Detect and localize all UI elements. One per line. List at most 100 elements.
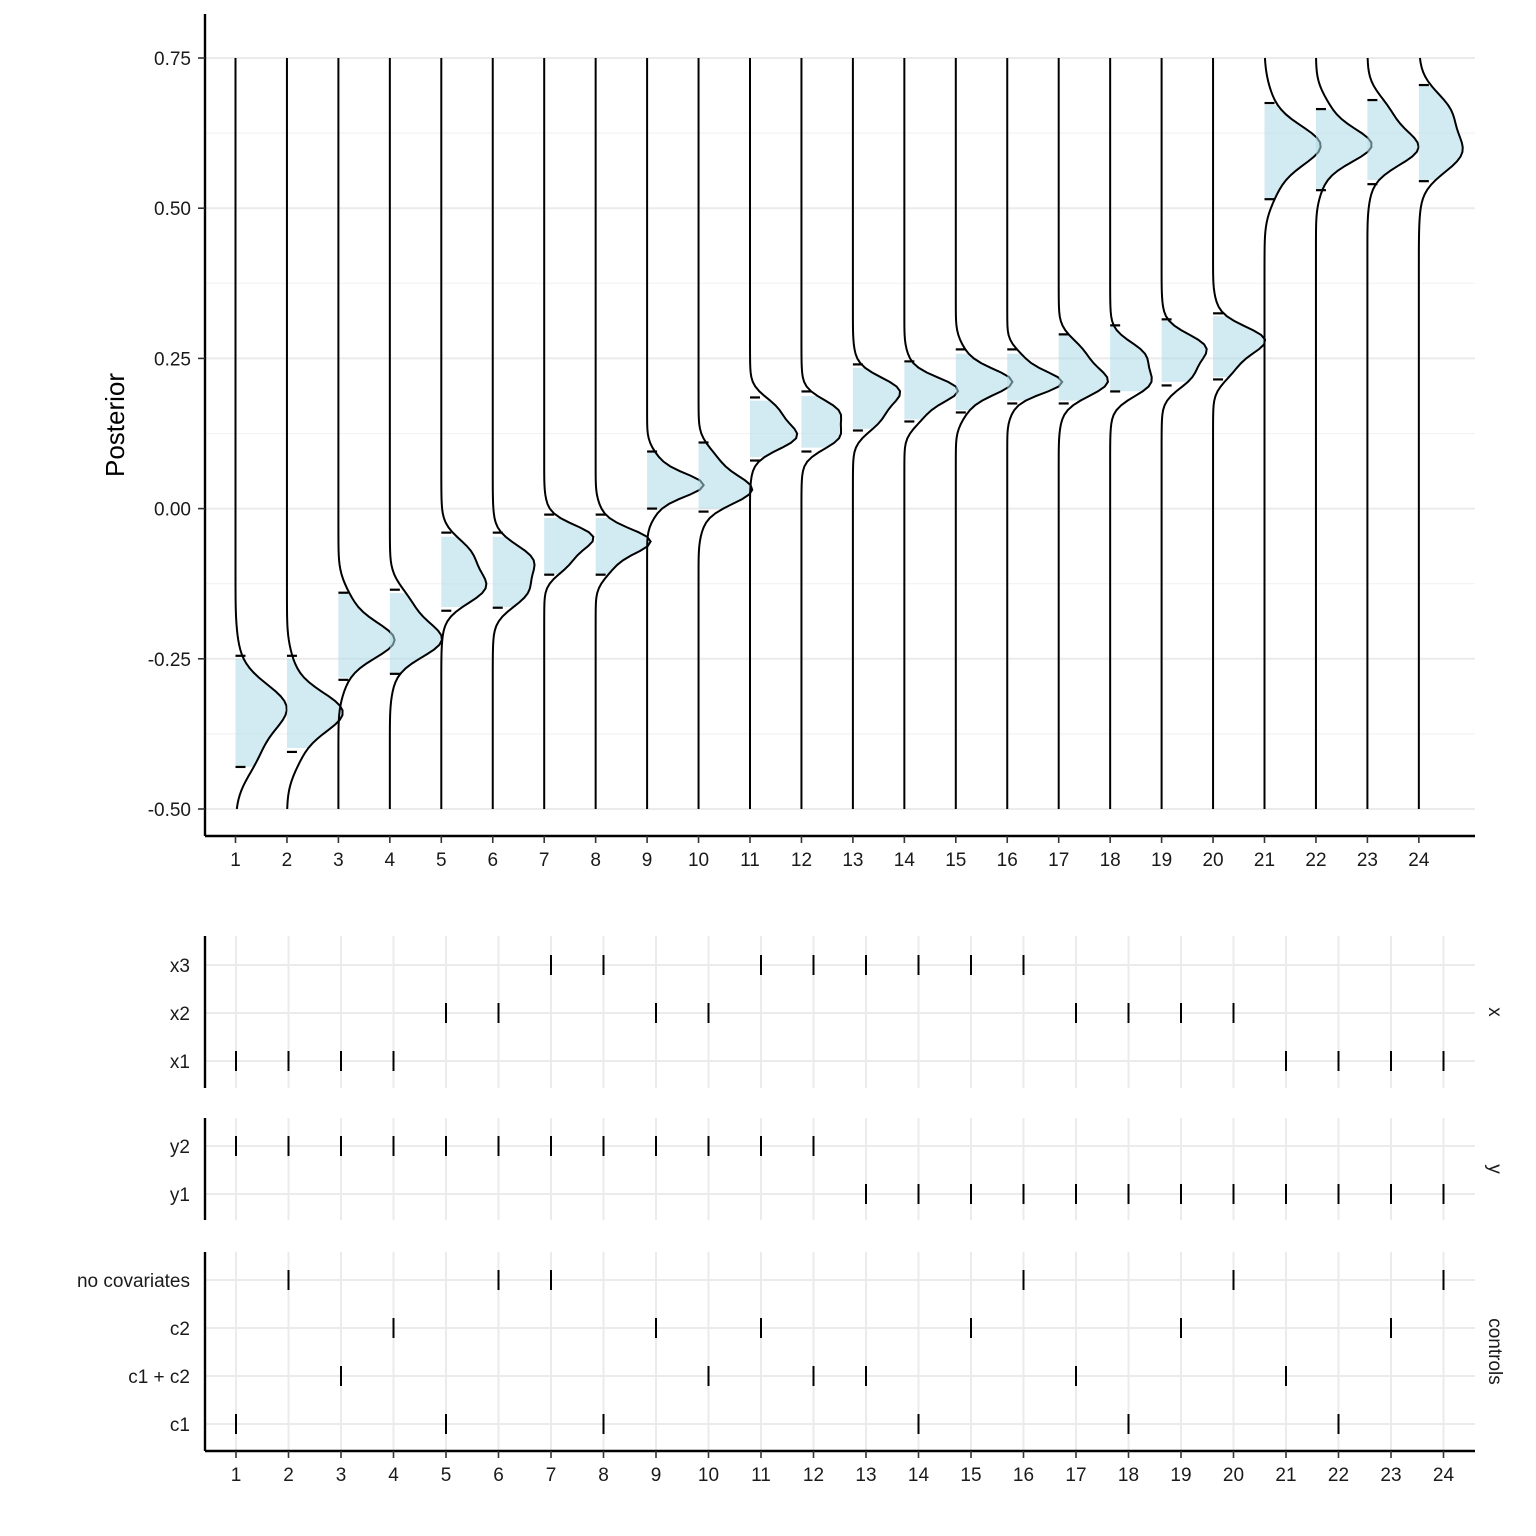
x-tick-label: 2: [282, 850, 293, 871]
y-tick-label: 0.00: [154, 500, 191, 521]
posterior-distribution-4: [388, 58, 443, 809]
x-tick-label: 13: [842, 850, 863, 871]
density-curve: [954, 58, 1014, 809]
x-tick-label: 24: [1408, 850, 1430, 871]
density-curve: [440, 58, 488, 809]
x-tick-label: 5: [436, 850, 447, 871]
density-curve: [1160, 58, 1208, 809]
x-tick-label: 23: [1357, 850, 1378, 871]
x-tick-label: 12: [803, 1465, 824, 1486]
row-label: no covariates: [77, 1271, 190, 1292]
x-tick-label: 7: [546, 1465, 557, 1486]
x-tick-label: 8: [598, 1465, 609, 1486]
row-label: c1: [170, 1415, 190, 1436]
y-tick-label: 0.50: [154, 199, 191, 220]
x-tick-label: 6: [493, 1465, 504, 1486]
row-label: x3: [170, 956, 190, 977]
credible-interval-fill: [492, 536, 535, 608]
facet-strip-label: controls: [1484, 1318, 1505, 1385]
credible-interval-fill: [698, 442, 753, 509]
x-tick-label: 8: [590, 850, 601, 871]
posterior-distribution-10: [697, 58, 754, 809]
x-tick-label: 17: [1065, 1465, 1086, 1486]
x-tick-label: 19: [1170, 1465, 1191, 1486]
x-tick-label: 2: [283, 1465, 294, 1486]
x-tick-label: 15: [960, 1465, 981, 1486]
posterior-distribution-15: [954, 58, 1014, 809]
credible-interval-fill: [441, 536, 487, 608]
facet-strip-label: y: [1484, 1164, 1505, 1174]
facet-strip-label: x: [1484, 1007, 1505, 1017]
credible-interval-fill: [904, 363, 959, 420]
posterior-distribution-7: [543, 58, 595, 809]
x-tick-label: 20: [1202, 850, 1223, 871]
credible-interval-fill: [544, 517, 594, 575]
x-tick-label: 10: [688, 850, 709, 871]
x-tick-label: 9: [651, 1465, 662, 1486]
density-curve: [1417, 57, 1464, 809]
density-curve: [851, 58, 902, 809]
density-curve: [337, 58, 396, 809]
y-tick-label: 0.25: [154, 349, 191, 370]
density-curve: [749, 58, 799, 809]
credible-interval-fill: [286, 658, 343, 748]
x-tick-label: 6: [487, 850, 498, 871]
credible-interval-fill: [1058, 334, 1108, 401]
posterior-distribution-8: [594, 58, 652, 809]
x-tick-label: 11: [740, 850, 760, 871]
y-tick-label: -0.50: [148, 800, 191, 821]
x-tick-label: 17: [1048, 850, 1069, 871]
posterior-distribution-3: [337, 58, 396, 809]
x-tick-label: 4: [388, 1465, 399, 1486]
x-tick-label: 14: [908, 1465, 930, 1486]
indicator-panel-y: y2 y1 y: [170, 1118, 1505, 1220]
x-tick-label: 22: [1328, 1465, 1349, 1486]
x-tick-label: 7: [539, 850, 550, 871]
posterior-distribution-21: [1263, 57, 1322, 809]
x-tick-label: 16: [997, 850, 1018, 871]
posterior-distribution-5: [440, 58, 488, 809]
credible-interval-fill: [1161, 320, 1207, 382]
posterior-distribution-22: [1314, 57, 1373, 809]
posterior-distribution-16: [1006, 58, 1064, 809]
credible-interval-fill: [852, 367, 901, 429]
x-tick-label: 3: [333, 850, 344, 871]
density-curve: [1109, 58, 1153, 809]
x-tick-label: 21: [1254, 850, 1275, 871]
posterior-distribution-2: [285, 58, 344, 810]
x-tick-label: 23: [1380, 1465, 1401, 1486]
credible-interval-fill: [235, 658, 287, 767]
x-tick-label: 11: [751, 1465, 771, 1486]
posterior-distribution-13: [851, 58, 902, 809]
y-tick-label: 0.75: [154, 49, 191, 70]
credible-interval-fill: [1110, 325, 1152, 392]
x-tick-label: 4: [385, 850, 396, 871]
density-curve: [800, 58, 843, 809]
x-tick-label: 16: [1013, 1465, 1034, 1486]
indicator-panel-x: x3 x2 x1 x: [170, 936, 1505, 1088]
row-label: x1: [170, 1052, 190, 1073]
posterior-distribution-1: [234, 58, 288, 810]
credible-interval-fill: [1007, 353, 1063, 401]
x-tick-label: 22: [1305, 850, 1326, 871]
x-tick-label: 14: [894, 850, 916, 871]
x-tick-label: 1: [231, 1465, 242, 1486]
x-tick-label: 18: [1118, 1465, 1139, 1486]
posterior-distribution-23: [1366, 57, 1420, 809]
density-curve: [903, 58, 960, 809]
density-curve: [1314, 57, 1373, 809]
indicator-panels: x3 x2 x1 x y2 y1 y no covariates c2 c1 + c2 c1 cont…: [77, 936, 1505, 1486]
density-curve: [285, 58, 344, 810]
density-curve: [697, 58, 754, 809]
x-tick-label: 13: [855, 1465, 876, 1486]
posterior-distribution-14: [903, 58, 960, 809]
row-label: y1: [170, 1185, 190, 1206]
x-tick-label: 5: [441, 1465, 452, 1486]
x-tick-label: 21: [1275, 1465, 1296, 1486]
x-tick-label: 18: [1100, 850, 1121, 871]
posterior-distribution-18: [1109, 58, 1153, 809]
posterior-distribution-11: [749, 58, 799, 809]
x-tick-label: 9: [642, 850, 653, 871]
posterior-axes: -0.50-0.250.000.250.500.751 2 3 4 5 6 7 8 9 10 11 1…: [100, 14, 1475, 871]
x-tick-label: 1: [230, 850, 241, 871]
